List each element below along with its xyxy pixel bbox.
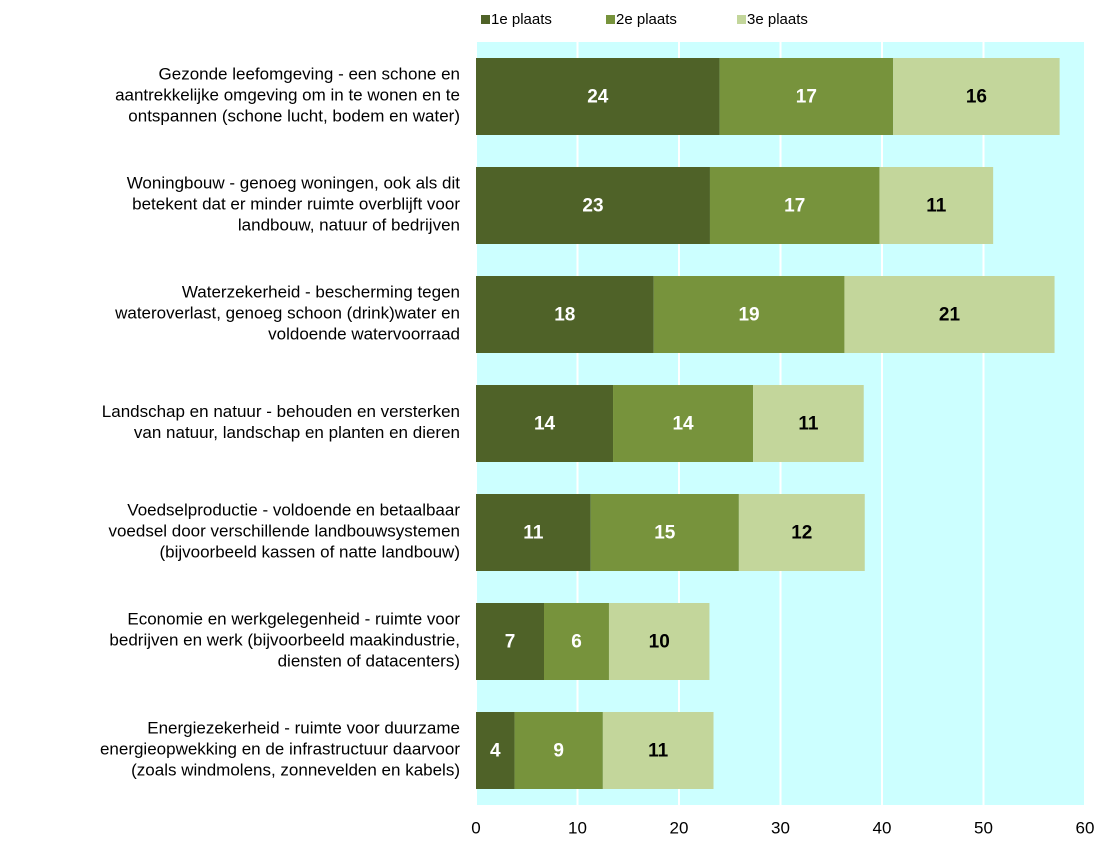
bar-segment (753, 385, 864, 462)
value-label: 11 (523, 523, 544, 544)
legend-label: 1e plaats (491, 11, 552, 28)
x-tick-label: 0 (471, 818, 480, 837)
bar-segment (893, 58, 1060, 135)
value-label: 12 (791, 523, 812, 544)
x-tick-label: 20 (670, 818, 689, 837)
category-label: Economie en werkgelegenheid - ruimte voo… (109, 610, 460, 671)
category-label: Landschap en natuur - behouden en verste… (102, 402, 460, 442)
value-label: 11 (926, 196, 947, 217)
category-label: Energiezekerheid - ruimte voor duurzame e… (100, 719, 460, 780)
bar-segment (544, 603, 609, 680)
value-label: 18 (554, 305, 575, 326)
legend-swatch (481, 15, 490, 24)
value-label: 19 (738, 305, 759, 326)
legend-label: 2e plaats (616, 11, 677, 28)
bar-segment (602, 712, 714, 789)
bar-segment (476, 167, 710, 244)
value-label: 11 (648, 741, 669, 762)
bar-segment (476, 58, 720, 135)
value-label: 11 (798, 414, 819, 435)
value-label: 24 (587, 87, 609, 108)
x-tick-label: 10 (568, 818, 587, 837)
legend-swatch (606, 15, 615, 24)
bar-segment (879, 167, 994, 244)
value-label: 16 (966, 87, 987, 108)
value-label: 4 (490, 741, 501, 762)
bar-segment (709, 167, 880, 244)
legend-label: 3e plaats (747, 11, 808, 28)
bar-segment (844, 276, 1055, 353)
bar-segment (476, 712, 515, 789)
bar-segment (590, 494, 739, 571)
legend-swatch (737, 15, 746, 24)
bar-segment (653, 276, 845, 353)
bar-segment (476, 385, 614, 462)
value-label: 21 (939, 305, 961, 326)
x-tick-label: 60 (1076, 818, 1095, 837)
value-label: 14 (672, 414, 694, 435)
bar-segment (476, 603, 545, 680)
value-label: 23 (582, 196, 603, 217)
category-label: Voedselproductie - voldoende en betaalba… (108, 501, 460, 562)
bar-segment (476, 276, 654, 353)
value-label: 17 (796, 87, 817, 108)
value-label: 14 (534, 414, 556, 435)
value-label: 9 (553, 741, 564, 762)
value-label: 15 (654, 523, 676, 544)
category-label: Woningbouw - genoeg woningen, ook als di… (127, 174, 461, 235)
category-label: Gezonde leefomgeving - een schone en aant… (115, 65, 460, 126)
x-tick-label: 30 (771, 818, 790, 837)
value-label: 17 (784, 196, 805, 217)
category-label: Waterzekerheid - bescherming tegen watero… (114, 283, 460, 344)
bar-segment (738, 494, 865, 571)
x-tick-label: 40 (873, 818, 892, 837)
value-label: 10 (649, 632, 670, 653)
bar-segment (719, 58, 894, 135)
bar-segment (613, 385, 754, 462)
value-label: 7 (505, 632, 516, 653)
bar-segment (514, 712, 603, 789)
x-tick-label: 50 (974, 818, 993, 837)
bar-segment (476, 494, 591, 571)
bar-segment (608, 603, 710, 680)
value-label: 6 (571, 632, 582, 653)
